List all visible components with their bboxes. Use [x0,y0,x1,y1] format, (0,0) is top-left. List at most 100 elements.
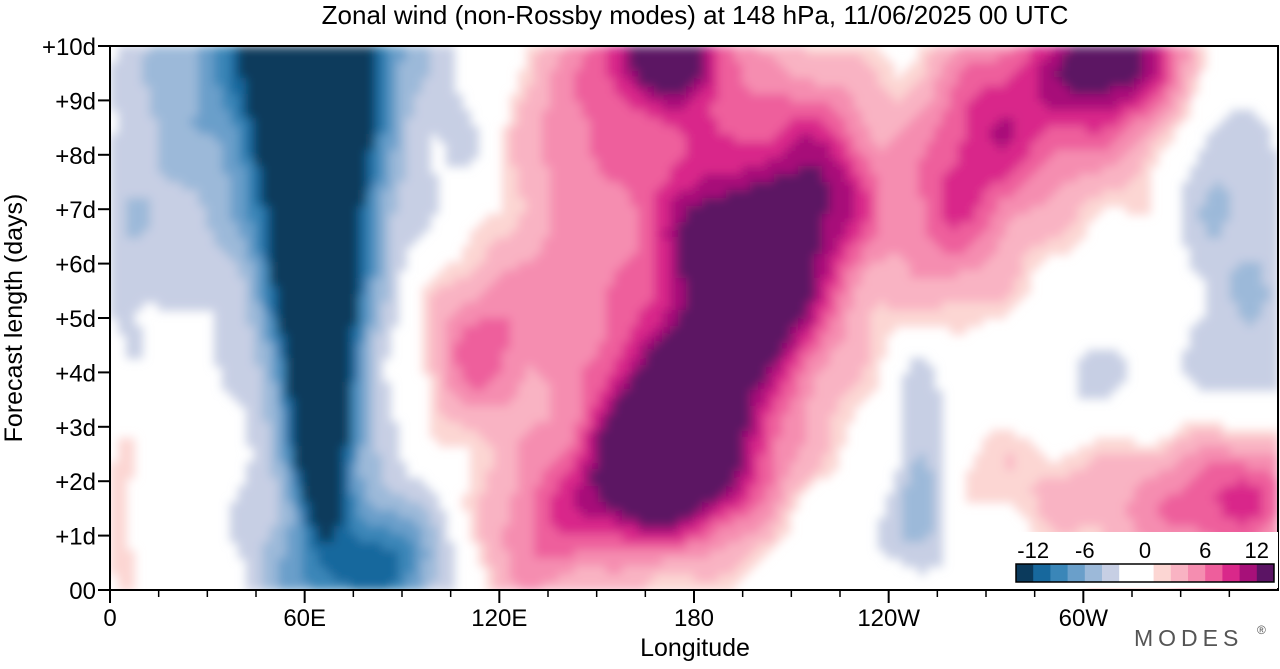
field-cell [702,78,711,87]
field-cell [478,350,487,359]
field-cell [1030,182,1039,191]
field-cell [198,86,207,95]
field-cell [694,118,703,127]
field-cell [1262,150,1271,159]
field-cell [1190,246,1199,255]
field-cell [766,334,775,343]
field-cell [422,102,431,111]
field-cell [918,62,927,71]
field-cell [982,166,991,175]
field-cell [838,78,847,87]
field-cell [798,366,807,375]
field-cell [430,294,439,303]
field-cell [342,198,351,207]
field-cell [262,150,271,159]
field-cell [774,334,783,343]
field-cell [1206,302,1215,311]
field-cell [982,262,991,271]
field-cell [1118,94,1127,103]
field-cell [222,246,231,255]
field-cell [398,54,407,63]
field-cell [1198,158,1207,167]
field-cell [302,166,311,175]
field-cell [310,142,319,151]
field-cell [710,46,719,55]
field-cell [222,134,231,143]
field-cell [206,262,215,271]
field-cell [678,70,687,79]
field-cell [318,342,327,351]
field-cell [814,126,823,135]
field-cell [918,46,927,55]
field-cell [150,238,159,247]
field-cell [830,158,839,167]
field-cell [662,198,671,207]
field-cell [1038,46,1047,55]
field-cell [214,302,223,311]
field-cell [126,206,135,215]
field-cell [822,126,831,135]
field-cell [718,294,727,303]
field-cell [222,334,231,343]
field-cell [326,246,335,255]
field-cell [750,278,759,287]
field-cell [646,110,655,119]
field-cell [590,302,599,311]
field-cell [734,102,743,111]
field-cell [838,246,847,255]
field-cell [198,286,207,295]
field-cell [1134,110,1143,119]
field-cell [1270,350,1278,359]
field-cell [670,70,679,79]
field-cell [1214,142,1223,151]
field-cell [974,46,983,55]
field-cell [838,182,847,191]
field-cell [950,278,959,287]
field-cell [534,150,543,159]
field-cell [742,86,751,95]
field-cell [982,86,991,95]
field-cell [1246,254,1255,263]
field-cell [590,78,599,87]
field-cell [334,190,343,199]
field-cell [238,182,247,191]
field-cell [398,118,407,127]
field-cell [862,350,871,359]
field-cell [270,46,279,55]
field-cell [790,206,799,215]
field-cell [166,62,175,71]
field-cell [358,126,367,135]
field-cell [1054,198,1063,207]
field-cell [902,214,911,223]
field-cell [1126,182,1135,191]
field-cell [166,222,175,231]
field-cell [822,302,831,311]
field-cell [206,174,215,183]
field-cell [110,294,119,303]
field-cell [782,142,791,151]
field-cell [1022,230,1031,239]
field-cell [790,310,799,319]
field-cell [270,230,279,239]
field-cell [150,230,159,239]
field-cell [838,214,847,223]
field-cell [1118,86,1127,95]
field-cell [366,126,375,135]
field-cell [1134,174,1143,183]
field-cell [382,142,391,151]
field-cell [134,150,143,159]
field-cell [710,110,719,119]
field-cell [318,214,327,223]
field-cell [614,326,623,335]
field-cell [134,78,143,87]
field-cell [1262,222,1271,231]
field-cell [550,286,559,295]
field-cell [190,302,199,311]
field-cell [558,198,567,207]
field-cell [134,118,143,127]
field-cell [766,302,775,311]
field-cell [1158,46,1167,55]
field-cell [718,102,727,111]
field-cell [510,310,519,319]
field-cell [734,206,743,215]
